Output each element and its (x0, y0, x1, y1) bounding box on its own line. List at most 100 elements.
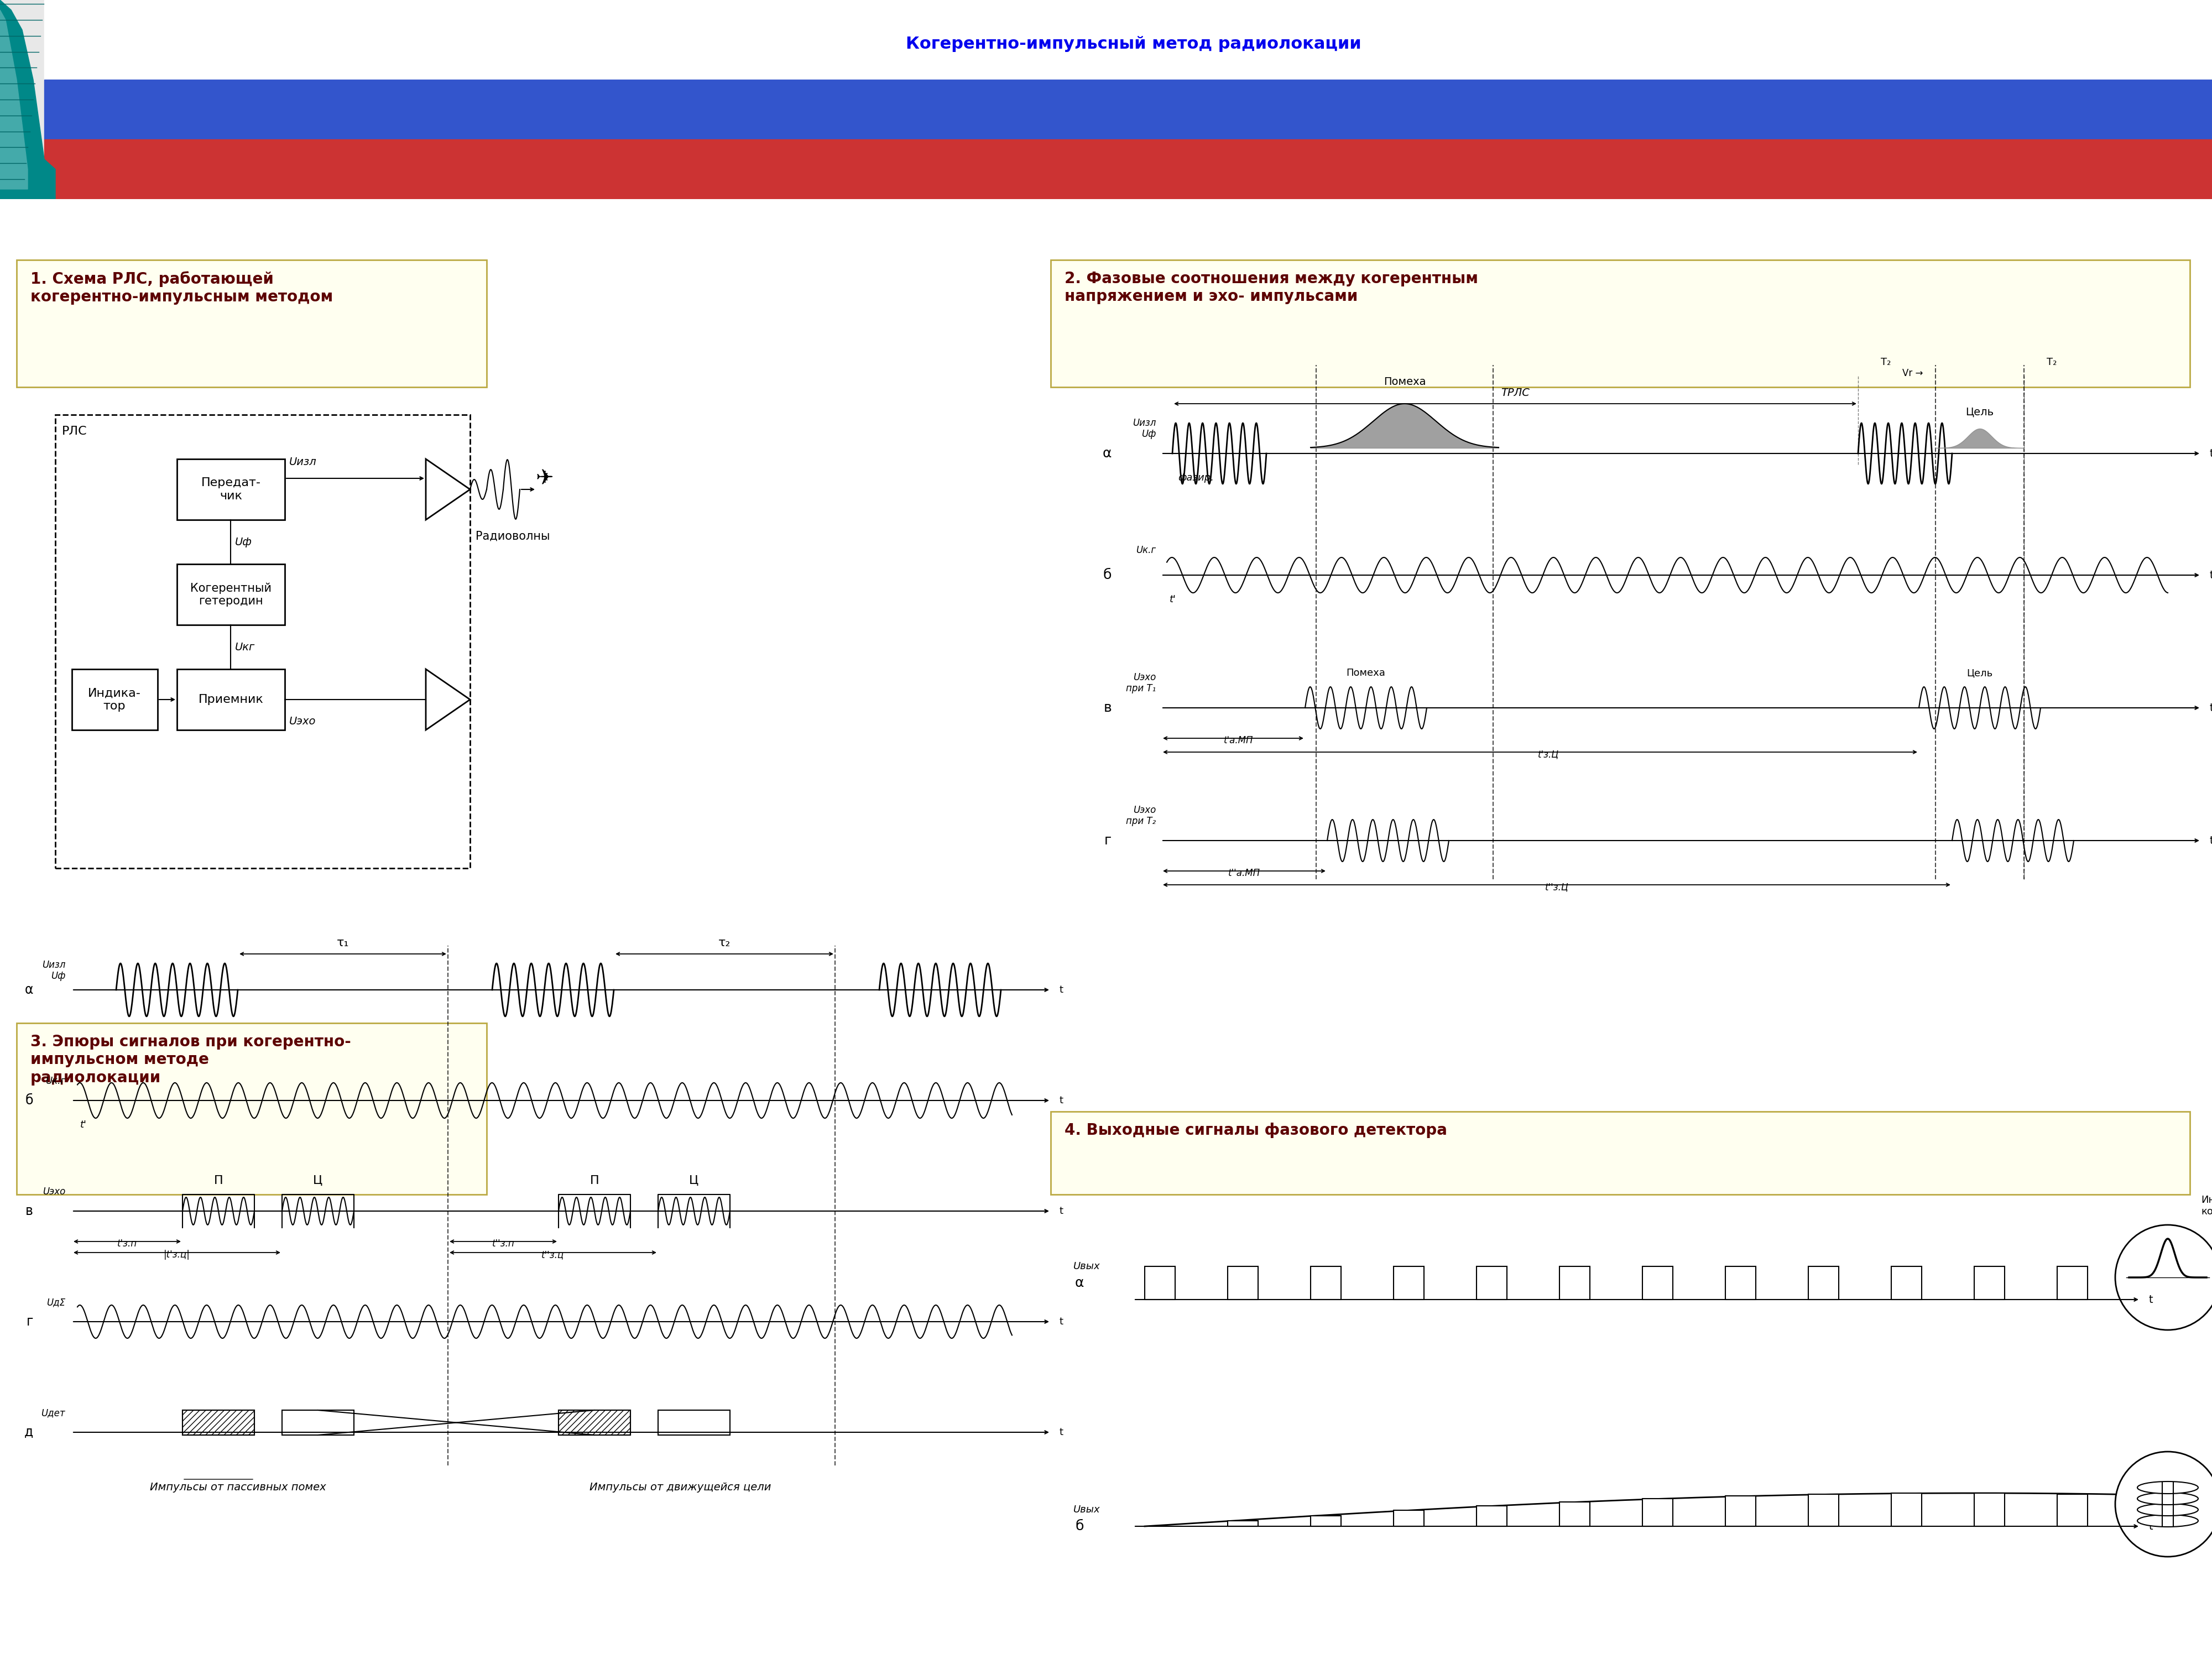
Bar (1559, 1266, 1590, 1299)
Bar (1394, 1510, 1425, 1526)
Text: Uк.г: Uк.г (44, 1077, 66, 1087)
Bar (18, 1024, 487, 1194)
Text: 2. Фазовые соотношения между когерентным
напряжением и эхо- импульсами: 2. Фазовые соотношения между когерентным… (1064, 270, 1478, 304)
Text: t: t (1060, 1206, 1062, 1216)
Polygon shape (425, 460, 469, 519)
Bar (2141, 1266, 2170, 1299)
Bar (18, 260, 487, 387)
Text: t''з.ц: t''з.ц (542, 1249, 564, 1259)
Text: Индика-
тор: Индика- тор (88, 687, 142, 712)
Polygon shape (425, 669, 469, 730)
Bar (1228, 1521, 1259, 1526)
Text: t'а.МП: t'а.МП (1223, 735, 1254, 745)
Text: Когерентный
гетеродин: Когерентный гетеродин (190, 582, 272, 607)
Text: t: t (2210, 571, 2212, 581)
Bar (1146, 1266, 1175, 1299)
Text: t: t (2148, 1521, 2152, 1531)
Bar (557, 1410, 630, 1435)
Text: б: б (1075, 1520, 1084, 1533)
Text: Uф: Uф (234, 538, 252, 547)
Text: 4. Выходные сигналы фазового детектора: 4. Выходные сигналы фазового детектора (1064, 1123, 1447, 1138)
Text: Uвых: Uвых (1073, 1505, 1102, 1515)
Ellipse shape (2137, 1515, 2199, 1526)
Text: Ц: Ц (690, 1175, 699, 1186)
Text: Uдет: Uдет (42, 1408, 66, 1418)
Text: Ц: Ц (314, 1175, 323, 1186)
Text: t: t (2210, 703, 2212, 713)
Text: в: в (27, 1204, 33, 1218)
Text: Помеха: Помеха (1347, 669, 1385, 679)
Text: t'з.Ц: t'з.Ц (1537, 750, 1559, 760)
Bar (177, 564, 285, 625)
Bar (557, 1410, 630, 1435)
Bar (1809, 1495, 1838, 1526)
Circle shape (2115, 1224, 2212, 1331)
Bar (1725, 1496, 1756, 1526)
Text: Передат-
чик: Передат- чик (201, 478, 261, 501)
Bar (283, 1410, 354, 1435)
Text: 1. Схема РЛС, работающей
когерентно-импульсным методом: 1. Схема РЛС, работающей когерентно-импу… (31, 270, 334, 305)
Text: Uэхо: Uэхо (290, 717, 316, 727)
Bar (1809, 1266, 1838, 1299)
Bar (1051, 260, 2190, 387)
Bar (1641, 1266, 1672, 1299)
Text: t'з.п: t'з.п (117, 1239, 137, 1249)
Text: Uизл: Uизл (290, 456, 316, 468)
Text: 3. Эпюры сигналов при когерентно-
импульсном методе
радиолокации: 3. Эпюры сигналов при когерентно- импуль… (31, 1034, 352, 1085)
Text: Uизл
Uф: Uизл Uф (42, 961, 66, 980)
Bar (2141, 1496, 2170, 1526)
Text: Импульсы от движущейся цели: Импульсы от движущейся цели (588, 1481, 772, 1493)
Bar (1051, 1112, 2190, 1194)
Bar (181, 1410, 254, 1435)
Text: t''з.Ц: t''з.Ц (1544, 883, 1568, 893)
Text: t: t (1060, 1095, 1062, 1105)
Text: в: в (1104, 702, 1113, 715)
Bar (1891, 1266, 1922, 1299)
Text: Uк.г: Uк.г (1135, 546, 1155, 556)
Bar (1641, 1498, 1672, 1526)
Text: Uэхо
при T₁: Uэхо при T₁ (1126, 672, 1155, 693)
Text: τ₁: τ₁ (336, 937, 349, 949)
Text: t: t (1060, 985, 1062, 995)
Bar (1975, 1493, 2004, 1526)
Bar (1478, 1506, 1506, 1526)
Bar (181, 1410, 254, 1435)
Text: Uвых: Uвых (1073, 1261, 1102, 1271)
Text: Uэхо: Uэхо (42, 1186, 66, 1196)
Bar (44, 0, 2212, 80)
Text: T₂: T₂ (2046, 357, 2057, 367)
Text: Uизл
Uф: Uизл Uф (1133, 418, 1155, 440)
Text: фазир.: фазир. (1177, 473, 1214, 483)
Bar (1975, 1266, 2004, 1299)
Text: П: П (215, 1175, 223, 1186)
Text: Цель: Цель (1966, 406, 1993, 418)
Text: Uэхо
при T₂: Uэхо при T₂ (1126, 805, 1155, 826)
Bar (177, 669, 285, 730)
Text: ✈: ✈ (535, 468, 553, 489)
Text: д: д (24, 1425, 33, 1438)
Ellipse shape (2137, 1503, 2199, 1516)
Text: α: α (1075, 1276, 1084, 1289)
Text: Радиоволны: Радиоволны (476, 531, 551, 542)
Text: б: б (24, 1093, 33, 1107)
Text: t': t' (1170, 594, 1177, 604)
Text: t: t (2210, 836, 2212, 846)
Bar (2057, 1266, 2088, 1299)
Text: ТРЛС: ТРЛС (1502, 388, 1528, 398)
Bar (55, 415, 469, 868)
Text: t: t (2210, 448, 2212, 460)
Text: UдΣ: UдΣ (46, 1297, 66, 1307)
Text: T₂: T₂ (1880, 357, 1891, 367)
Text: t: t (1060, 1427, 1062, 1437)
Text: τ₂: τ₂ (719, 937, 730, 949)
Bar (71, 669, 157, 730)
Circle shape (2115, 1452, 2212, 1556)
Text: г: г (27, 1316, 33, 1329)
Bar (2057, 1495, 2088, 1526)
Bar (1725, 1266, 1756, 1299)
Bar (1559, 1501, 1590, 1526)
Text: t: t (2148, 1294, 2152, 1304)
Bar (44, 139, 2212, 199)
Text: Помеха: Помеха (1383, 377, 1427, 387)
Text: б: б (1104, 569, 1113, 582)
